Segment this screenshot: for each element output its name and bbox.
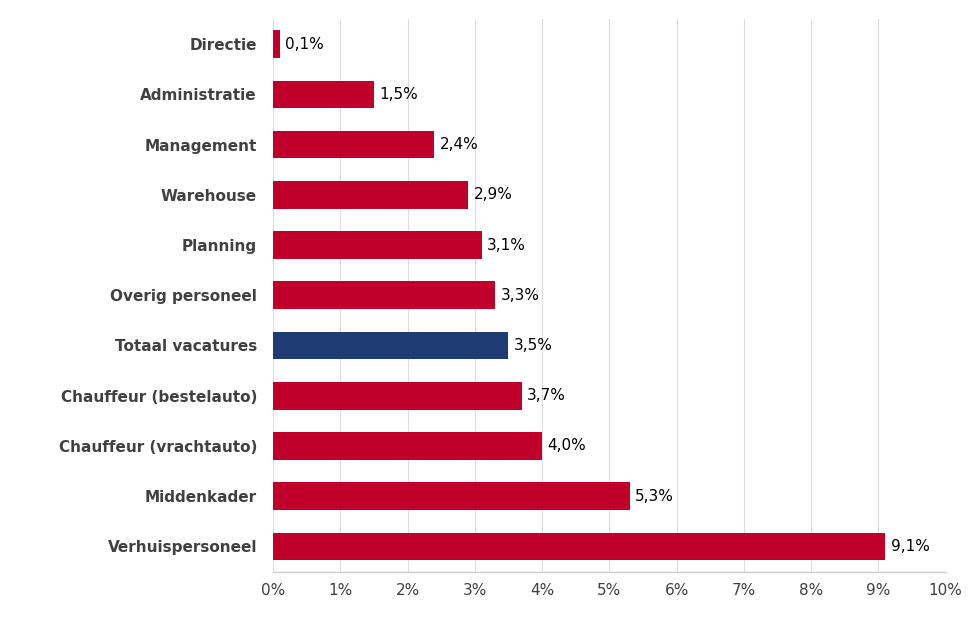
Text: 5,3%: 5,3% — [635, 489, 674, 504]
Text: 1,5%: 1,5% — [379, 87, 418, 102]
Bar — [273, 331, 509, 359]
Text: 4,0%: 4,0% — [548, 438, 586, 453]
Bar — [273, 181, 468, 209]
Bar — [273, 382, 522, 410]
Text: 0,1%: 0,1% — [285, 37, 324, 51]
Bar — [273, 81, 374, 108]
Bar — [273, 231, 482, 259]
Text: 2,9%: 2,9% — [474, 187, 512, 203]
Text: 3,7%: 3,7% — [527, 388, 566, 403]
Bar — [273, 30, 280, 58]
Bar — [273, 533, 885, 560]
Text: 3,1%: 3,1% — [487, 237, 526, 253]
Text: 9,1%: 9,1% — [890, 539, 929, 554]
Bar — [273, 131, 435, 158]
Bar — [273, 432, 542, 460]
Bar — [273, 281, 495, 309]
Text: 2,4%: 2,4% — [440, 137, 479, 152]
Text: 3,5%: 3,5% — [514, 338, 553, 353]
Bar — [273, 483, 630, 510]
Text: 3,3%: 3,3% — [500, 288, 539, 303]
